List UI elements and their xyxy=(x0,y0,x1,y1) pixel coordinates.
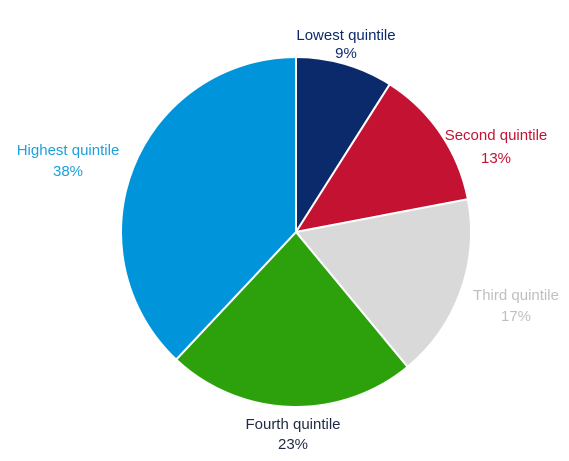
slice-value-third: 17% xyxy=(501,308,531,325)
pie-labels: Lowest quintile 9% Second quintile 13% T… xyxy=(17,27,559,453)
pie-slice-second xyxy=(295,83,469,233)
slice-label-highest: Highest quintile xyxy=(17,142,120,159)
pie-slice-third xyxy=(295,198,472,368)
pie-slice-lowest xyxy=(295,56,391,233)
slice-value-highest: 38% xyxy=(53,163,83,180)
slice-value-fourth: 23% xyxy=(278,436,308,453)
slice-label-second: Second quintile xyxy=(445,127,548,144)
slice-label-lowest: Lowest quintile xyxy=(296,27,395,44)
slice-label-third: Third quintile xyxy=(473,287,559,304)
pie-slices xyxy=(119,56,472,409)
slice-label-fourth: Fourth quintile xyxy=(245,416,340,433)
pie-slice-highest xyxy=(119,56,297,361)
slice-value-lowest: 9% xyxy=(335,45,357,62)
pie-slice-fourth xyxy=(175,231,409,409)
slice-value-second: 13% xyxy=(481,150,511,167)
